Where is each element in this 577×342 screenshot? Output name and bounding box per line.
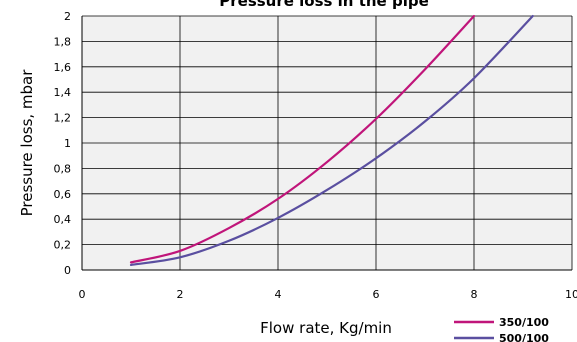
legend-label: 350/100 xyxy=(499,316,549,329)
x-tick-label: 2 xyxy=(177,288,184,301)
y-tick-label: 2 xyxy=(64,10,71,23)
x-axis-title: Flow rate, Kg/min xyxy=(260,319,392,337)
y-tick-label: 0 xyxy=(64,264,71,277)
y-tick-label: 1,4 xyxy=(54,86,72,99)
series-lines xyxy=(129,14,534,267)
series-line-2 xyxy=(129,14,534,267)
x-tick-label: 4 xyxy=(275,288,282,301)
y-tick-label: 1,2 xyxy=(54,112,72,125)
y-tick-label: 0,8 xyxy=(54,162,72,175)
x-tick-label: 10 xyxy=(565,288,577,301)
y-tick-label: 1,6 xyxy=(54,61,72,74)
x-tick-label: 8 xyxy=(471,288,478,301)
y-tick-labels: 0 0,2 0,4 0,6 0,8 1 1,2 1,4 1,6 1,8 2 xyxy=(54,10,72,277)
y-tick-label: 1,8 xyxy=(54,35,72,48)
y-tick-label: 0,6 xyxy=(54,188,72,201)
legend-label: 500/100 xyxy=(499,332,549,342)
series-line-1 xyxy=(129,14,476,264)
y-tick-label: 0,2 xyxy=(54,239,72,252)
y-tick-label: 1 xyxy=(64,137,71,150)
chart-title: Pressure loss in the pipe xyxy=(219,0,429,10)
y-tick-label: 0,4 xyxy=(54,213,72,226)
y-axis-title: Pressure loss, mbar xyxy=(18,69,36,217)
legend: 350/100 500/100 xyxy=(454,316,549,342)
x-tick-label: 6 xyxy=(373,288,380,301)
grid xyxy=(81,15,573,271)
x-tick-label: 0 xyxy=(79,288,86,301)
x-tick-labels: 0 2 4 6 8 10 xyxy=(79,288,577,301)
